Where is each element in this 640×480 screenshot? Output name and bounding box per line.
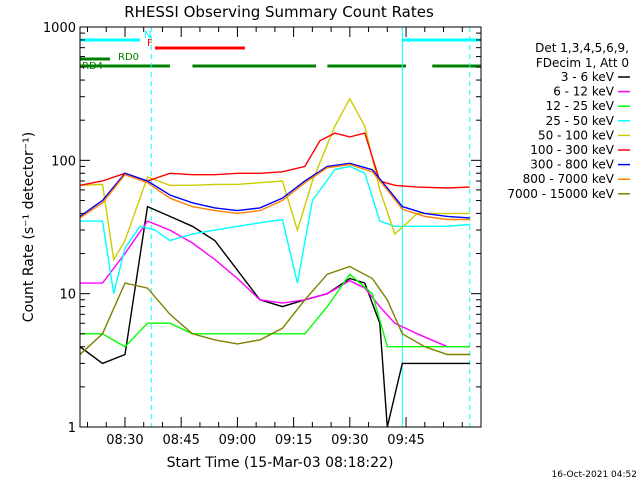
flag-label-rd4: RD4 [82, 61, 103, 72]
x-tick-label: 09:30 [331, 433, 368, 448]
chart-title: RHESSI Observing Summary Count Rates [124, 3, 434, 21]
series-lines [80, 97, 470, 427]
x-tick-label: 08:45 [162, 433, 199, 448]
y-tick-label: 1 [68, 421, 76, 436]
legend: Det 1,3,4,5,6,9,FDecim 1, Att 03 - 6 keV… [507, 41, 630, 201]
y-tick-label: 1000 [43, 21, 76, 36]
legend-label: 50 - 100 keV [538, 128, 615, 142]
series-3-6-kev [80, 205, 470, 427]
y-tick-label: 10 [59, 288, 76, 303]
series-12-25-kev [80, 273, 470, 348]
flag-label-n: N [144, 30, 151, 41]
legend-label: 800 - 7000 keV [523, 172, 615, 186]
flag-label-f: F [147, 38, 153, 49]
x-tick-label: 09:15 [275, 433, 312, 448]
y-axis-ticks: 1 10 100 1000 [43, 21, 481, 436]
flag-bars: NF RD0 RD4 [80, 30, 481, 72]
series-50-100-kev [80, 97, 470, 262]
legend-header: FDecim 1, Att 0 [536, 56, 629, 70]
plot-frame [79, 26, 482, 428]
series-300-800-kev [80, 162, 470, 219]
legend-label: 100 - 300 keV [530, 143, 614, 157]
y-tick-label: 100 [51, 154, 76, 169]
x-axis-label: Start Time (15-Mar-03 08:18:22) [167, 455, 394, 471]
legend-header: Det 1,3,4,5,6,9, [535, 41, 629, 55]
x-tick-label: 08:30 [106, 433, 143, 448]
legend-label: 12 - 25 keV [546, 99, 615, 113]
series-25-50-kev [80, 165, 470, 294]
y-axis-label: Count Rate (s⁻¹ detector⁻¹) [21, 132, 37, 322]
series-100-300-kev [80, 132, 470, 189]
legend-label: 6 - 12 keV [553, 85, 615, 99]
footer-date: 16-Oct-2021 04:52 [552, 470, 637, 480]
legend-label: 7000 - 15000 keV [507, 187, 614, 201]
legend-label: 300 - 800 keV [530, 158, 614, 172]
legend-label: 3 - 6 keV [561, 70, 615, 84]
x-axis-ticks: 08:30 08:45 09:00 09:15 09:30 09:45 [86, 27, 482, 448]
legend-label: 25 - 50 keV [546, 114, 615, 128]
series-7000-15000-kev [80, 265, 470, 356]
series-800-7000-kev [80, 163, 470, 221]
series-6-12-kev [80, 220, 470, 348]
flag-label-rd0: RD0 [118, 52, 139, 63]
x-tick-label: 09:45 [387, 433, 424, 448]
x-tick-label: 09:00 [219, 433, 256, 448]
